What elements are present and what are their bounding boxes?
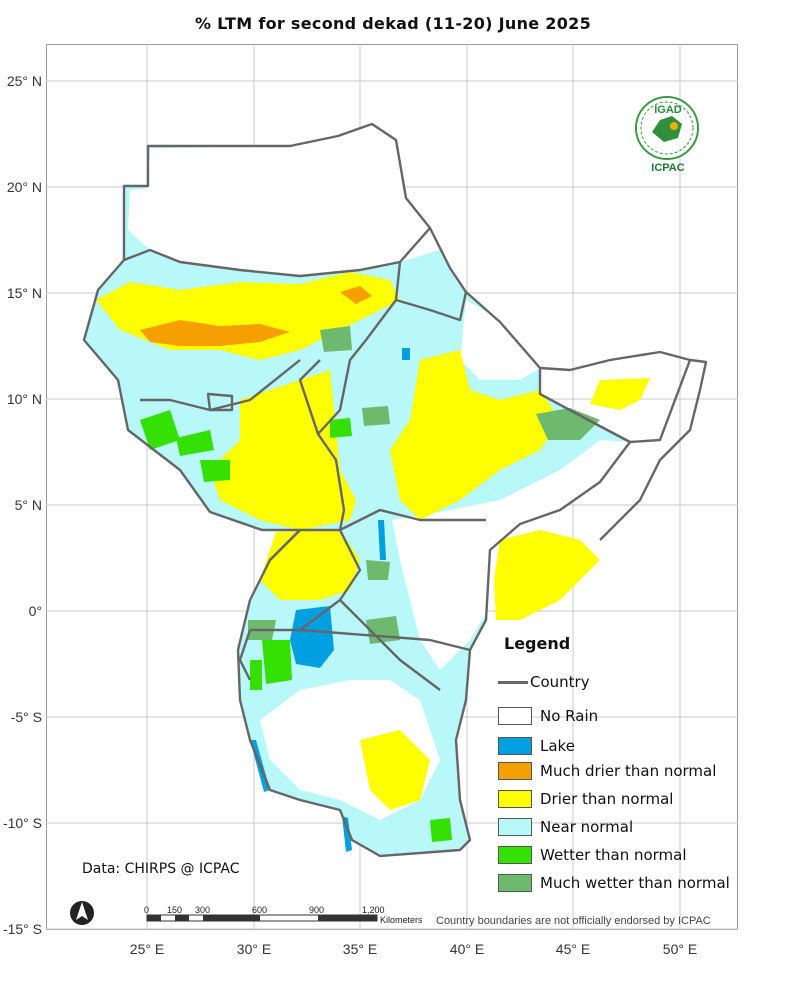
legend-swatch-drier xyxy=(498,790,532,808)
legend-label-country: Country xyxy=(530,673,590,691)
north-arrow-icon xyxy=(70,901,94,925)
legend-swatch-lake xyxy=(498,737,532,755)
legend-label-wetter: Wetter than normal xyxy=(540,846,687,864)
lon-label-30e: 30° E xyxy=(236,941,272,957)
legend-label-near-normal: Near normal xyxy=(540,818,634,836)
igad-icpac-logo-icon xyxy=(635,96,699,160)
lat-label-5s: -5° S xyxy=(10,709,42,725)
scale-tick-1200: 1,200 xyxy=(362,905,385,915)
scale-tick-900: 900 xyxy=(309,905,325,915)
lon-label-25e: 25° E xyxy=(129,941,165,957)
lon-label-40e: 40° E xyxy=(449,941,485,957)
scale-tick-600: 600 xyxy=(252,905,268,915)
legend-item-wetter: Wetter than normal xyxy=(498,844,687,866)
region-no-rain-east xyxy=(460,300,540,380)
scale-bar xyxy=(146,914,378,922)
disclaimer: Country boundaries are not officially en… xyxy=(436,915,711,927)
scale-tick-300: 300 xyxy=(195,905,211,915)
map-title: % LTM for second dekad (11-20) June 2025 xyxy=(194,14,592,33)
legend-title: Legend xyxy=(504,634,571,653)
region-drier-uganda xyxy=(260,530,360,600)
logo-bottom-text: ICPAC xyxy=(651,162,685,174)
lat-label-15n: 15° N xyxy=(6,285,42,301)
lat-label-15s: -15° S xyxy=(2,921,42,937)
country-line-swatch xyxy=(498,680,528,684)
lat-label-10s: -10° S xyxy=(2,815,42,831)
legend-item-near-normal: Near normal xyxy=(498,816,633,838)
legend-item-drier: Drier than normal xyxy=(498,788,673,810)
lake-turkana xyxy=(378,520,386,560)
legend-swatch-wetter xyxy=(498,846,532,864)
region-no-rain-somalia xyxy=(392,440,630,670)
legend-label-much-wetter: Much wetter than normal xyxy=(540,874,730,892)
lat-label-10n: 10° N xyxy=(6,391,42,407)
legend-item-much-drier: Much drier than normal xyxy=(498,760,716,782)
region-drier-ethiopia xyxy=(390,350,560,520)
scale-unit: Kilometers xyxy=(380,915,423,925)
legend-label-drier: Drier than normal xyxy=(540,790,674,808)
legend-swatch-no-rain xyxy=(498,707,532,725)
legend-item-lake: Lake xyxy=(498,735,575,757)
scale-tick-0: 0 xyxy=(144,905,150,915)
legend-label-much-drier: Much drier than normal xyxy=(540,762,717,780)
lat-label-25n: 25° N xyxy=(6,73,42,89)
region-drier-horn xyxy=(590,378,650,410)
lat-label-5n: 5° N xyxy=(14,497,42,513)
region-drier-tanzania xyxy=(360,730,430,810)
lake-malawi xyxy=(342,816,352,852)
data-source: Data: CHIRPS @ ICPAC xyxy=(82,861,240,877)
lat-label-20n: 20° N xyxy=(6,179,42,195)
region-wetter-group xyxy=(140,410,452,842)
country-boundaries xyxy=(82,122,708,858)
legend-item-much-wetter: Much wetter than normal xyxy=(498,872,730,894)
legend-item-country: Country xyxy=(498,671,590,693)
region-drier-central xyxy=(210,370,356,530)
region-drier-somalia xyxy=(494,530,600,620)
legend-swatch-much-wetter xyxy=(498,874,532,892)
legend-label-no-rain: No Rain xyxy=(540,707,599,725)
region-no-rain-north xyxy=(128,124,440,276)
legend-item-no-rain: No Rain xyxy=(498,705,598,727)
legend-label-lake: Lake xyxy=(540,737,575,755)
logo-top-text: IGAD xyxy=(654,104,682,116)
lon-label-35e: 35° E xyxy=(342,941,378,957)
lake-victoria xyxy=(290,606,334,668)
lat-label-0: 0° xyxy=(28,603,42,619)
lake-tana xyxy=(402,348,410,360)
region-much-drier-2 xyxy=(340,286,372,304)
logo: IGAD ICPAC xyxy=(632,86,704,176)
region-much-drier-1 xyxy=(140,320,290,346)
lon-label-50e: 50° E xyxy=(662,941,698,957)
scale-tick-150: 150 xyxy=(167,905,183,915)
legend-swatch-much-drier xyxy=(498,762,532,780)
legend-swatch-near-normal xyxy=(498,818,532,836)
lon-label-45e: 45° E xyxy=(555,941,591,957)
